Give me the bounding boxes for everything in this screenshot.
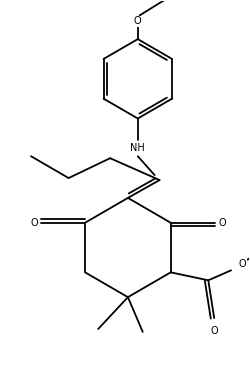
Text: O: O xyxy=(210,326,218,336)
Text: O: O xyxy=(30,218,38,228)
Text: O: O xyxy=(134,16,141,26)
Text: NH: NH xyxy=(130,143,145,153)
Text: O: O xyxy=(239,259,246,269)
Text: O: O xyxy=(218,218,226,228)
